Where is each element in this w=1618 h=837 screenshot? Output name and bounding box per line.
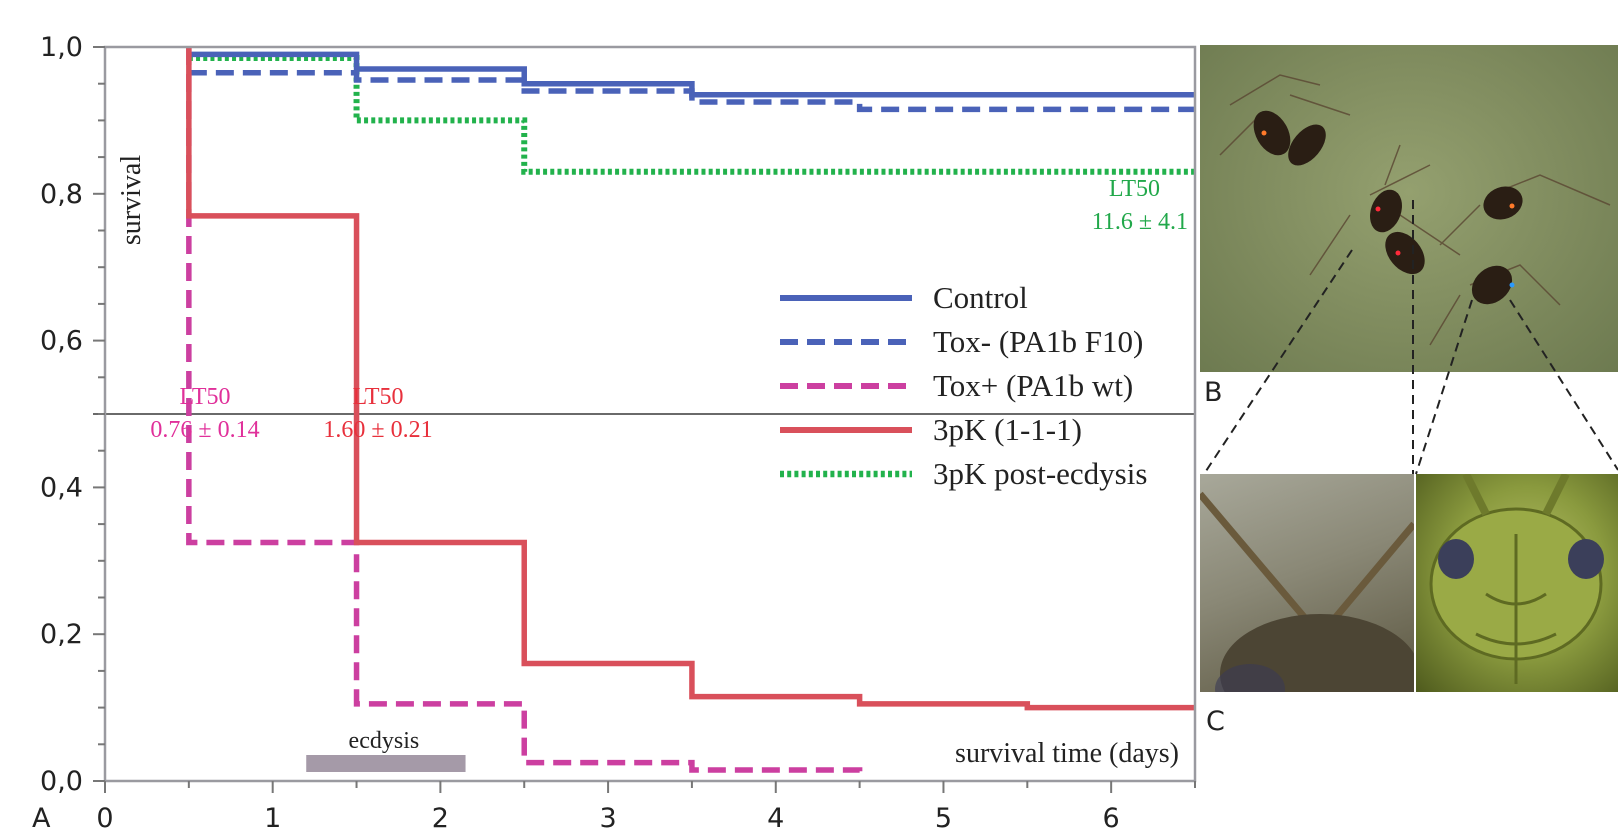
x-tick-label: 5 (935, 803, 952, 834)
legend-label: Tox+ (PA1b wt) (933, 368, 1133, 403)
y-tick-label: 0,8 (40, 179, 83, 210)
x-tick-label: 4 (767, 803, 784, 834)
x-tick-label: 6 (1103, 803, 1120, 834)
y-axis-label: survival (116, 155, 147, 245)
y-tick-label: 0,4 (40, 472, 83, 503)
y-tick-label: 0,6 (40, 326, 83, 357)
x-axis-label: survival time (days) (955, 738, 1179, 769)
x-tick-label: 0 (96, 803, 113, 834)
series-line-5 (188, 55, 1195, 175)
panel-label-c: C (1206, 706, 1225, 737)
lt50-value: 0.76 ± 0.14 (150, 417, 259, 443)
legend-label: Control (933, 280, 1028, 315)
lt50-value: 1.60 ± 0.21 (323, 417, 432, 443)
x-tick-label: 1 (264, 803, 281, 834)
y-tick-label: 1,0 (40, 32, 83, 63)
ecdysis-label: ecdysis (349, 728, 420, 754)
ecdysis-bar (306, 755, 466, 772)
series-line-1 (188, 51, 1195, 98)
insect-sem-photo (1416, 474, 1618, 692)
series-line-4 (186, 47, 1195, 711)
lt50-label: LT50 (352, 384, 403, 410)
legend-label: Tox- (PA1b F10) (933, 324, 1143, 359)
y-tick-label: 0,2 (40, 619, 83, 650)
insect-photo-b (1200, 45, 1618, 372)
series-line-2 (188, 69, 1195, 113)
lt50-label: LT50 (179, 384, 230, 410)
lt50-value: 11.6 ± 4.1 (1092, 209, 1188, 235)
x-tick-label: 3 (599, 803, 616, 834)
legend-label: 3pK post-ecdysis (933, 456, 1147, 491)
series-line-3 (186, 47, 863, 781)
legend-label: 3pK (1-1-1) (933, 412, 1082, 447)
lt50-label: LT50 (1109, 176, 1160, 202)
panel-label-a: A (32, 803, 51, 834)
insect-closeup-photo (1200, 474, 1414, 692)
y-tick-label: 0,0 (40, 766, 83, 797)
x-tick-label: 2 (432, 803, 449, 834)
panel-label-b: B (1204, 377, 1223, 408)
